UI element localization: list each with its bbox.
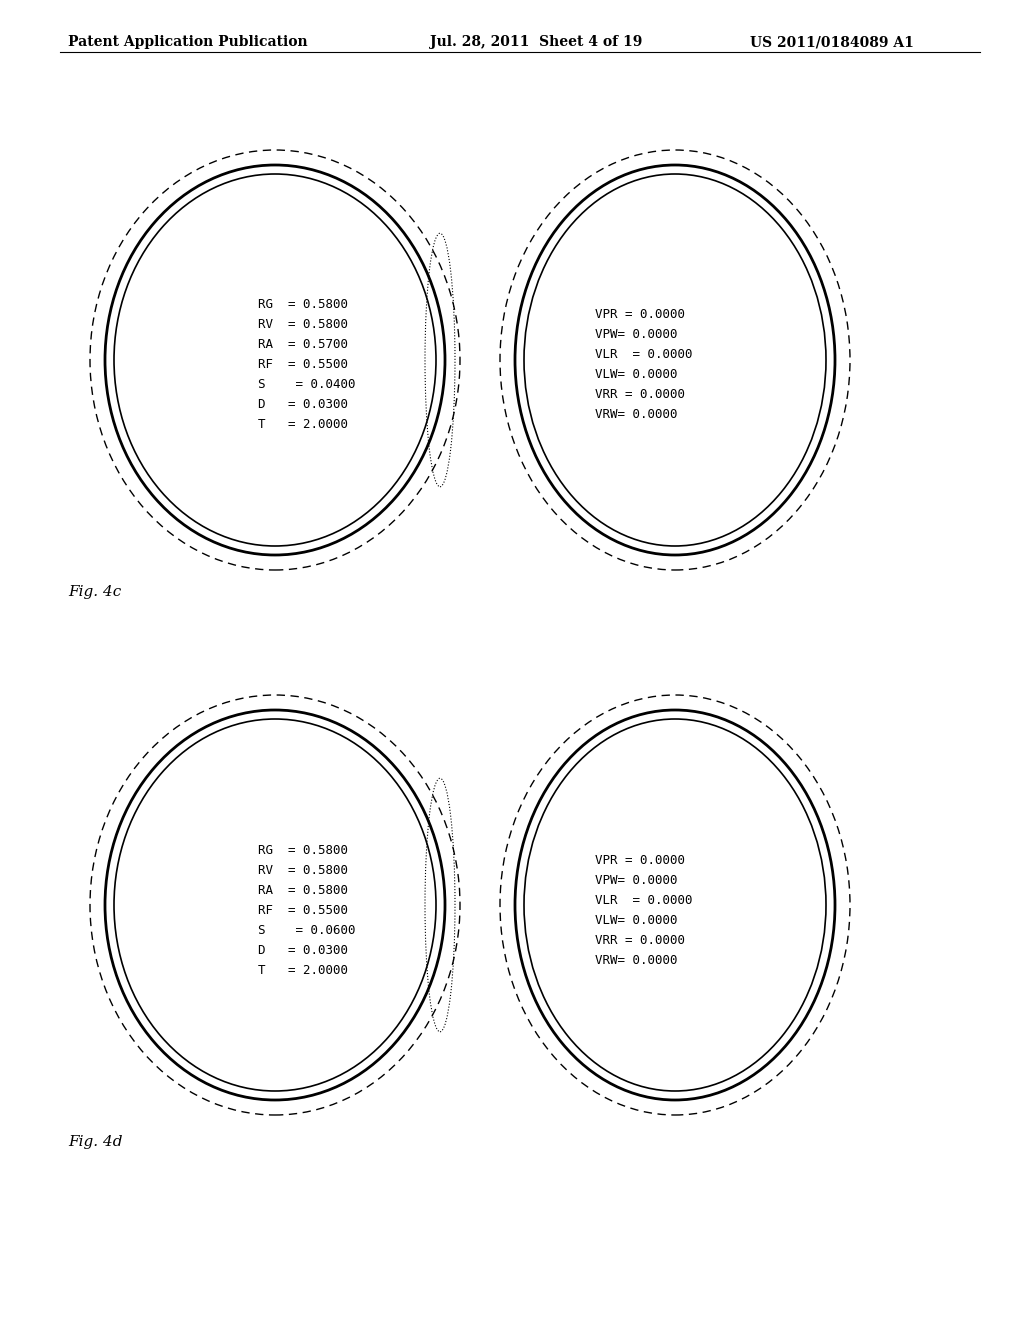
Text: Jul. 28, 2011  Sheet 4 of 19: Jul. 28, 2011 Sheet 4 of 19 [430, 36, 642, 49]
Text: T   = 2.0000: T = 2.0000 [258, 418, 348, 432]
Text: RV  = 0.5800: RV = 0.5800 [258, 318, 348, 331]
Text: VRR = 0.0000: VRR = 0.0000 [595, 388, 685, 401]
Text: VPW= 0.0000: VPW= 0.0000 [595, 874, 678, 887]
Text: VRW= 0.0000: VRW= 0.0000 [595, 953, 678, 966]
Text: T   = 2.0000: T = 2.0000 [258, 964, 348, 977]
Text: Patent Application Publication: Patent Application Publication [68, 36, 307, 49]
Text: RF  = 0.5500: RF = 0.5500 [258, 903, 348, 916]
Text: Fig. 4c: Fig. 4c [68, 585, 121, 599]
Text: Fig. 4d: Fig. 4d [68, 1135, 123, 1148]
Text: VPW= 0.0000: VPW= 0.0000 [595, 329, 678, 342]
Text: S    = 0.0400: S = 0.0400 [258, 379, 355, 392]
Text: VPR = 0.0000: VPR = 0.0000 [595, 854, 685, 866]
Text: RG  = 0.5800: RG = 0.5800 [258, 843, 348, 857]
Text: RA  = 0.5700: RA = 0.5700 [258, 338, 348, 351]
Text: VLW= 0.0000: VLW= 0.0000 [595, 913, 678, 927]
Text: VLW= 0.0000: VLW= 0.0000 [595, 368, 678, 381]
Text: US 2011/0184089 A1: US 2011/0184089 A1 [750, 36, 913, 49]
Text: RG  = 0.5800: RG = 0.5800 [258, 298, 348, 312]
Text: VPR = 0.0000: VPR = 0.0000 [595, 309, 685, 322]
Text: RF  = 0.5500: RF = 0.5500 [258, 359, 348, 371]
Text: D   = 0.0300: D = 0.0300 [258, 944, 348, 957]
Text: D   = 0.0300: D = 0.0300 [258, 399, 348, 412]
Text: VRW= 0.0000: VRW= 0.0000 [595, 408, 678, 421]
Text: RV  = 0.5800: RV = 0.5800 [258, 863, 348, 876]
Text: VRR = 0.0000: VRR = 0.0000 [595, 933, 685, 946]
Text: VLR  = 0.0000: VLR = 0.0000 [595, 348, 692, 362]
Text: VLR  = 0.0000: VLR = 0.0000 [595, 894, 692, 907]
Text: RA  = 0.5800: RA = 0.5800 [258, 883, 348, 896]
Text: S    = 0.0600: S = 0.0600 [258, 924, 355, 936]
